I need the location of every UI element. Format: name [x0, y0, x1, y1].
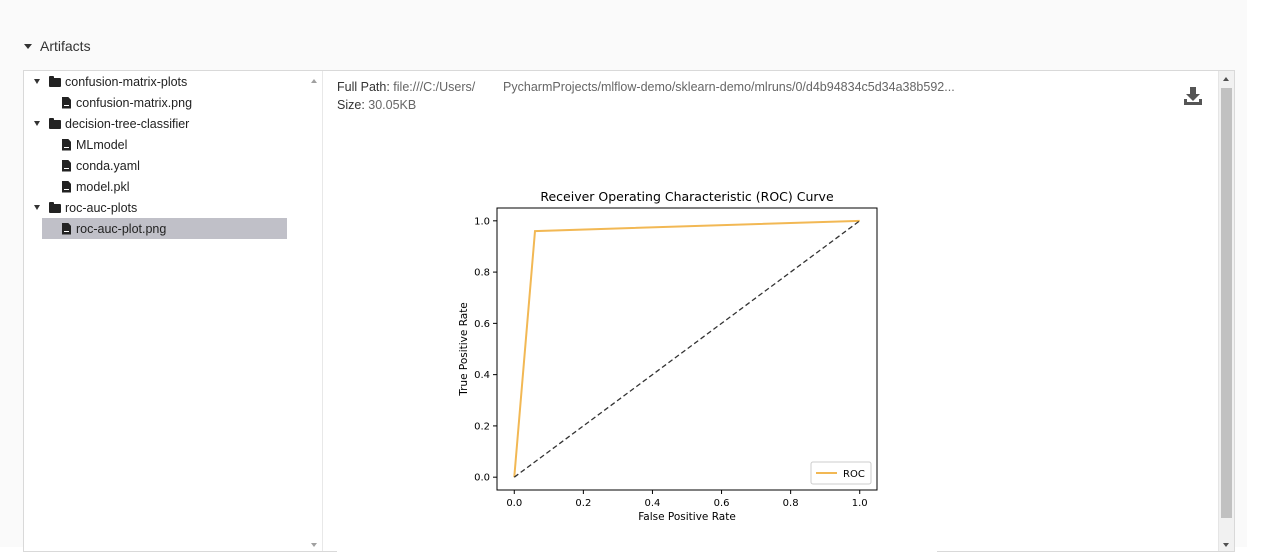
tree-item-label: conda.yaml: [76, 158, 140, 173]
file-icon: [62, 180, 71, 193]
x-tick-label: 0.2: [575, 498, 591, 509]
tree-file[interactable]: conda.yaml: [42, 155, 287, 176]
x-tick-label: 0.4: [645, 498, 661, 509]
scroll-down-arrow-icon[interactable]: [1223, 543, 1229, 547]
tree-item-label: roc-auc-plot.png: [76, 221, 167, 236]
y-tick-label: 0.6: [474, 319, 490, 330]
file-icon: [62, 138, 71, 151]
tree-file[interactable]: roc-auc-plot.png: [42, 218, 287, 239]
tree-folder[interactable]: roc-auc-plots: [34, 197, 145, 218]
x-tick-label: 0.8: [783, 498, 799, 509]
diagonal-reference-line: [513, 220, 861, 478]
section-title: Artifacts: [40, 38, 91, 54]
x-tick-label: 1.0: [852, 498, 868, 509]
full-path-value: file:///C:/Users/ PycharmProjects/mlflow…: [393, 80, 955, 94]
scrollbar-thumb[interactable]: [1221, 88, 1232, 518]
x-tick-label: 0.0: [506, 498, 522, 509]
chart-title: Receiver Operating Characteristic (ROC) …: [540, 189, 834, 204]
caret-down-icon[interactable]: [34, 79, 40, 84]
tree-item-label: confusion-matrix.png: [76, 95, 193, 110]
tree-item-label: decision-tree-classifier: [65, 116, 190, 131]
y-axis-label: True Positive Rate: [458, 302, 470, 397]
size-line: Size: 30.05KB: [337, 98, 416, 112]
tree-item-label: MLmodel: [76, 137, 128, 152]
tree-item-label: roc-auc-plots: [65, 200, 138, 215]
tree-folder[interactable]: confusion-matrix-plots: [34, 71, 195, 92]
legend-label: ROC: [843, 469, 865, 480]
full-path-line: Full Path: file:///C:/Users/ PycharmProj…: [337, 80, 955, 94]
caret-down-icon[interactable]: [34, 121, 40, 126]
legend-box: [810, 461, 872, 485]
folder-icon: [49, 117, 61, 129]
file-icon: [62, 222, 71, 235]
size-label: Size:: [337, 98, 365, 112]
roc-chart: 0.0 0.2 0.4 0.6 0.8 1.0 0.0 0.2 0.4 0.6 0.8 1.0 Rece…: [458, 189, 878, 523]
download-icon[interactable]: [1182, 85, 1204, 107]
scroll-up-arrow-icon[interactable]: [1223, 77, 1229, 81]
file-icon: [62, 96, 71, 109]
plot-frame: [496, 207, 878, 491]
x-tick-label: 0.6: [714, 498, 730, 509]
y-tick-label: 0.2: [474, 421, 490, 432]
artifact-viewer: confusion-matrix-plots confusion-matrix.p…: [23, 70, 1235, 553]
scroll-up-arrow-icon[interactable]: [311, 79, 317, 83]
tree-file[interactable]: confusion-matrix.png: [42, 92, 287, 113]
preview-scrollbar[interactable]: [1218, 71, 1234, 551]
artifacts-section-toggle[interactable]: Artifacts: [24, 37, 91, 55]
artifact-tree: confusion-matrix-plots confusion-matrix.p…: [24, 71, 329, 551]
tree-file[interactable]: model.pkl: [42, 176, 287, 197]
tree-folder[interactable]: decision-tree-classifier: [34, 113, 197, 134]
artifact-preview: Full Path: file:///C:/Users/ PycharmProj…: [329, 71, 1234, 553]
y-tick-label: 1.0: [474, 216, 490, 227]
roc-curve-line: [513, 219, 860, 478]
y-tick-label: 0.8: [474, 268, 490, 279]
tree-file[interactable]: MLmodel: [42, 134, 287, 155]
scroll-down-arrow-icon[interactable]: [311, 543, 317, 547]
tree-item-label: model.pkl: [76, 179, 130, 194]
x-axis-label: False Positive Rate: [638, 511, 736, 523]
tree-scrollbar[interactable]: [307, 71, 322, 551]
panel-divider: [322, 71, 323, 551]
y-tick-label: 0.4: [474, 370, 490, 381]
tree-item-label: confusion-matrix-plots: [65, 74, 188, 89]
folder-icon: [49, 75, 61, 87]
caret-down-icon[interactable]: [34, 205, 40, 210]
artifact-image: 0.0 0.2 0.4 0.6 0.8 1.0 0.0 0.2 0.4 0.6 0.8 1.0 Rece…: [337, 123, 937, 553]
full-path-label: Full Path:: [337, 80, 390, 94]
size-value: 30.05KB: [368, 98, 417, 112]
y-tick-label: 0.0: [474, 473, 490, 484]
folder-icon: [49, 201, 61, 213]
caret-down-icon: [24, 43, 32, 49]
file-icon: [62, 159, 71, 172]
